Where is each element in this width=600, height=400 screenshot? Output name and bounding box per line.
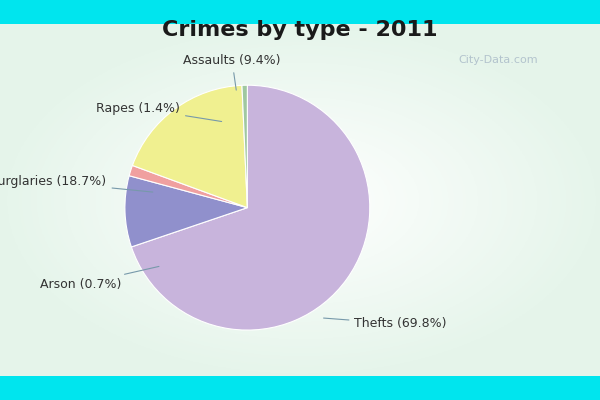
Text: Arson (0.7%): Arson (0.7%) xyxy=(40,266,159,291)
Wedge shape xyxy=(129,166,247,208)
Text: City-Data.com: City-Data.com xyxy=(458,55,538,65)
Wedge shape xyxy=(242,85,247,208)
Text: Assaults (9.4%): Assaults (9.4%) xyxy=(183,54,281,90)
Text: Rapes (1.4%): Rapes (1.4%) xyxy=(96,102,221,122)
Wedge shape xyxy=(131,85,370,330)
Wedge shape xyxy=(125,176,247,247)
Text: Crimes by type - 2011: Crimes by type - 2011 xyxy=(162,20,438,40)
Text: Burglaries (18.7%): Burglaries (18.7%) xyxy=(0,175,153,192)
Wedge shape xyxy=(133,85,247,208)
Text: Thefts (69.8%): Thefts (69.8%) xyxy=(323,318,447,330)
